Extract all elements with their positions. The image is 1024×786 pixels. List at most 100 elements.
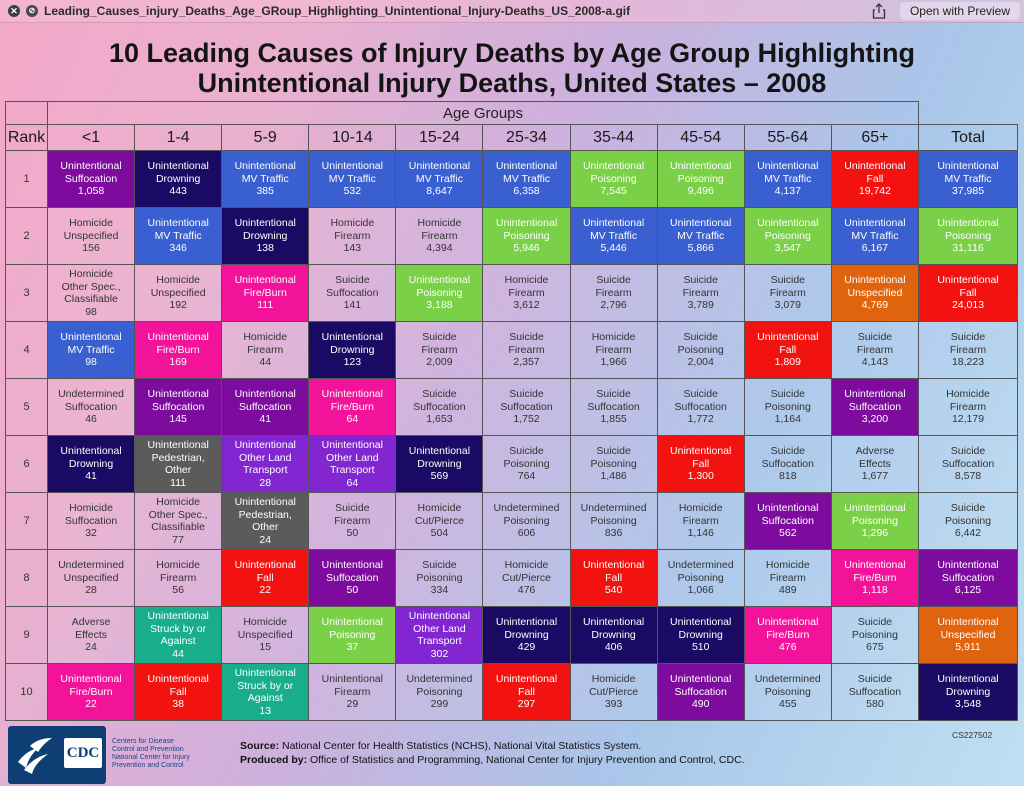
cause-label: Poisoning	[944, 229, 992, 242]
cause-cell: Homicide Firearm 4,394	[395, 207, 484, 265]
death-count: 5,911	[955, 641, 981, 654]
cause-label: Homicide	[156, 496, 201, 508]
cause-label: Poisoning	[677, 172, 724, 185]
cause-label: Suffocation	[674, 685, 727, 698]
cause-label: Drowning	[243, 229, 288, 242]
cause-label: Unintentional	[582, 160, 645, 173]
cause-label: Unintentional	[234, 274, 296, 287]
cause-label: Firearm	[769, 571, 806, 584]
cause-cell: Unintentional Unspecified 5,911	[918, 606, 1018, 664]
cause-cell: Unintentional Suffocation 3,200	[830, 378, 920, 436]
cause-cell: Unintentional Fire/Burn 22	[46, 663, 136, 721]
death-count: 504	[430, 527, 449, 540]
cause-label: Homicide	[946, 388, 990, 401]
cause-label: Effects	[75, 628, 107, 641]
death-count: 1,118	[862, 584, 888, 597]
death-count: 2,796	[600, 299, 627, 312]
cause-label: Firearm	[682, 286, 719, 299]
cause-label: Poisoning	[764, 229, 811, 242]
death-count: 302	[430, 647, 449, 660]
cause-cell: Homicide Unspecified 192	[134, 264, 223, 322]
cause-label: Unintentional	[321, 616, 383, 629]
cause-label: Unintentional	[321, 388, 383, 401]
death-count: 31,116	[952, 242, 984, 255]
rank-cell: 2	[5, 207, 48, 265]
cause-cell: Undetermined Suffocation 46	[46, 378, 136, 436]
cause-label: Fire/Burn	[156, 343, 200, 356]
table-row: 6 Unintentional Drowning 41 Unintentional Ped…	[5, 435, 1018, 493]
rank-column-header: Rank	[5, 124, 48, 151]
cause-label: Fire/Burn	[69, 685, 113, 698]
death-count: 540	[604, 584, 623, 597]
cause-label: Suffocation	[500, 400, 553, 413]
share-icon[interactable]	[871, 3, 887, 19]
cause-label: Fire/Burn	[766, 628, 810, 641]
death-count: 2,009	[426, 356, 453, 369]
cause-cell: Suicide Firearm 2,796	[569, 264, 658, 322]
cdc-agency-name: Centers for Disease Control and Preventio…	[112, 738, 232, 770]
cause-label: Unintentional	[147, 160, 209, 173]
death-count: 19,742	[858, 185, 891, 198]
cause-cell: Suicide Poisoning 1,486	[569, 435, 658, 493]
cause-label: MV Traffic	[415, 172, 463, 185]
source-label: Source:	[240, 740, 280, 752]
open-with-preview-button[interactable]: Open with Preview	[900, 2, 1020, 20]
cause-cell: Undetermined Poisoning 836	[569, 492, 658, 550]
cause-label: Unintentional	[321, 160, 383, 173]
cause-label: Suicide	[950, 502, 986, 515]
cause-label: Transport	[417, 635, 462, 647]
cause-label: Unintentional	[234, 496, 296, 508]
cdc-agency-line: National Center for Injury	[112, 754, 190, 761]
cause-cell: Suicide Firearm 2,357	[482, 321, 571, 379]
cause-cell: Homicide Firearm 3,612	[482, 264, 571, 322]
cause-label: Poisoning	[677, 343, 724, 356]
source-line: Source: National Center for Health Stati…	[240, 739, 745, 753]
corner-blank-cell	[5, 101, 48, 125]
age-column-header: 35-44	[569, 124, 658, 151]
cause-label: Unintentional	[582, 616, 645, 629]
death-count: 580	[866, 698, 884, 711]
cause-label: Unintentional	[757, 217, 819, 230]
cause-label: Poisoning	[329, 628, 376, 641]
cause-label: Unintentional	[234, 667, 296, 679]
cause-label: Unintentional	[408, 445, 471, 458]
cause-cell: Homicide Cut/Pierce 504	[395, 492, 484, 550]
death-count: 406	[604, 641, 623, 654]
cause-label: Unintentional	[234, 160, 296, 173]
cause-cell: Suicide Firearm 3,789	[656, 264, 745, 322]
cause-label: Suicide	[857, 331, 893, 344]
cause-label: Unintentional	[60, 331, 122, 344]
cause-label: Unspecified	[940, 628, 996, 641]
cause-label: Other Land	[326, 451, 379, 464]
rank-cell: 7	[5, 492, 48, 550]
death-count: 98	[85, 356, 97, 369]
table-row: 8 Undetermined Unspecified 28 Homicide Firear…	[5, 549, 1018, 607]
cause-cell: Unintentional Fire/Burn 476	[743, 606, 832, 664]
death-count: 28	[259, 476, 272, 489]
cause-label: Suffocation	[674, 400, 727, 413]
cause-label: Suffocation	[64, 514, 118, 527]
death-count: 24,013	[951, 299, 985, 312]
cause-label: Fire/Burn	[330, 400, 374, 413]
cause-label: Firearm	[949, 343, 987, 356]
death-count: 569	[430, 470, 449, 483]
cause-label: Homicide	[156, 559, 201, 572]
cause-label: Suffocation	[941, 571, 995, 584]
cause-label: Classifiable	[64, 293, 118, 305]
cause-label: Suicide	[950, 331, 986, 344]
close-window-button[interactable]: ✕	[8, 5, 20, 17]
death-count: 3,188	[426, 299, 453, 312]
cause-label: Unintentional	[844, 502, 906, 515]
cause-label: Suffocation	[326, 286, 379, 299]
age-column-header: 55-64	[743, 124, 832, 151]
window-file-name: Leading_Causes_injury_Deaths_Age_GRoup_H…	[44, 4, 631, 18]
cause-cell: Unintentional Other Land Transport 302	[395, 606, 484, 664]
cause-label: Suicide	[683, 331, 718, 344]
cause-cell: Suicide Suffocation 141	[308, 264, 397, 322]
cause-cell: Suicide Firearm 50	[308, 492, 397, 550]
cause-cell: Suicide Firearm 18,223	[918, 321, 1018, 379]
death-count: 141	[343, 299, 362, 312]
cause-label: Fall	[518, 685, 535, 698]
cause-cell: Suicide Suffocation 8,578	[918, 435, 1018, 493]
death-count: 28	[85, 584, 97, 597]
